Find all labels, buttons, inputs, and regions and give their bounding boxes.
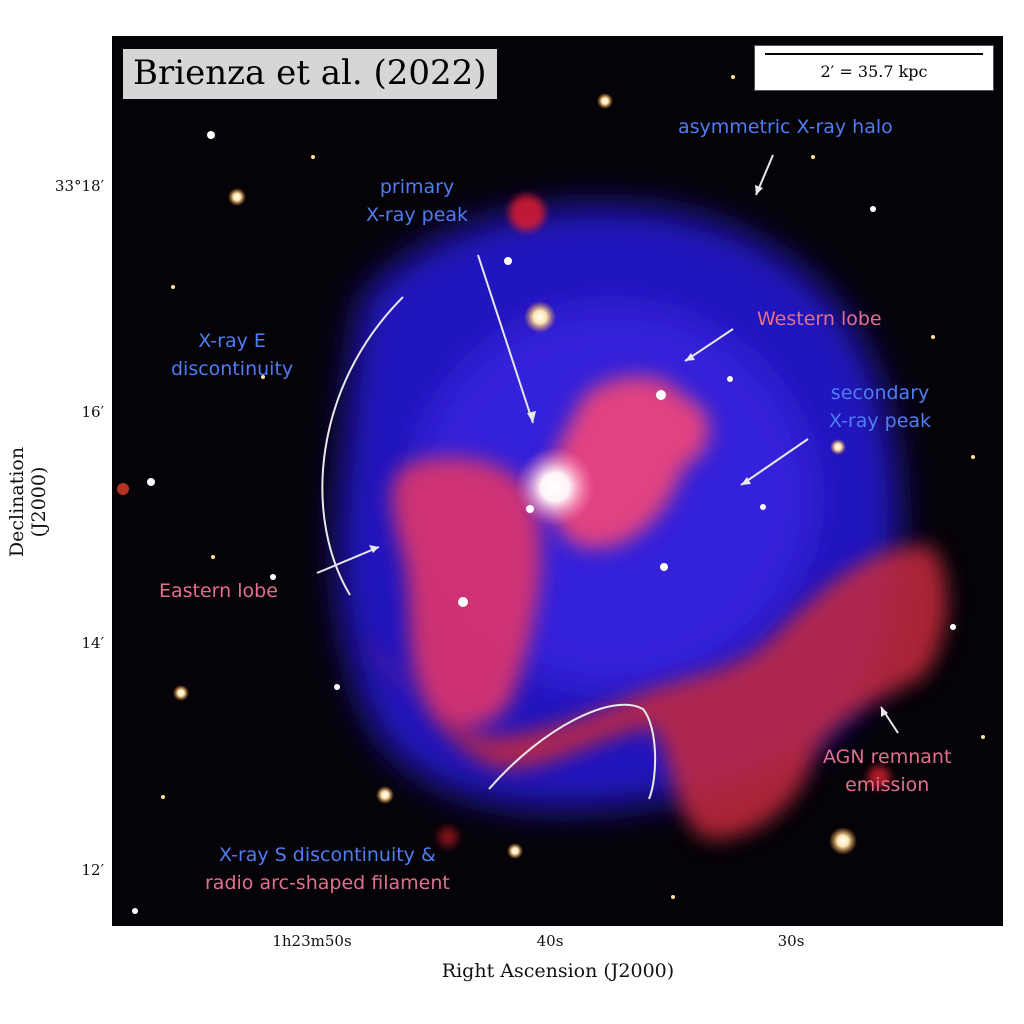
x-tick-label: 40s (536, 932, 564, 950)
western-lobe-label: Western lobe (757, 305, 882, 333)
x-tick-label: 30s (777, 932, 805, 950)
credit-label: Brienza et al. (2022) (123, 49, 497, 99)
x-tick-label: 1h23m50s (272, 932, 352, 950)
scale-bar-line (765, 53, 983, 55)
x-axis-label: Right Ascension (J2000) (441, 960, 675, 982)
eastern-lobe-text: Eastern lobe (159, 580, 278, 602)
agn-remnant-line1: AGN remnant (823, 746, 952, 768)
s-discontinuity-label: X-ray S discontinuity & radio arc-shaped… (205, 841, 450, 897)
central-galaxy (515, 447, 595, 527)
scale-bar-box: 2′ = 35.7 kpc (754, 45, 994, 91)
primary-peak-line2: X-ray peak (366, 204, 469, 226)
arrow-heads (369, 185, 888, 717)
secondary-peak-line2: X-ray peak (829, 410, 932, 432)
primary-peak-arrow (477, 254, 534, 424)
eastern-lobe-label: Eastern lobe (159, 577, 278, 605)
e-discontinuity-line2: discontinuity (171, 358, 294, 380)
agn-remnant-label: AGN remnant emission (823, 743, 951, 799)
secondary-peak-label: secondary X-ray peak (829, 379, 931, 435)
y-tick-label: 16′ (81, 403, 105, 421)
sky-image: Brienza et al. (2022) 2′ = 35.7 kpc asym… (112, 36, 1003, 926)
western-lobe-arrow (684, 328, 734, 362)
agn-remnant-line2: emission (845, 774, 930, 796)
annotation-lines (316, 154, 899, 800)
secondary-peak-arrow (740, 438, 809, 486)
e-discontinuity-label: X-ray E discontinuity (171, 327, 293, 383)
halo-label-text: asymmetric X-ray halo (678, 116, 893, 138)
east-discontinuity-arc (321, 296, 404, 596)
y-axis-label: Declination (J2000) (6, 446, 50, 558)
halo-label: asymmetric X-ray halo (678, 113, 893, 141)
western-lobe-text: Western lobe (757, 308, 882, 330)
scale-bar-label: 2′ = 35.7 kpc (820, 62, 928, 81)
s-discontinuity-line1: X-ray S discontinuity & (219, 844, 436, 866)
composite-image-svg (117, 75, 985, 914)
s-discontinuity-line2: radio arc-shaped filament (205, 872, 450, 894)
y-tick-label: 14′ (81, 634, 105, 652)
primary-peak-line1: primary (379, 176, 455, 198)
y-tick-label: 12′ (81, 861, 105, 879)
primary-peak-label: primary X-ray peak (366, 173, 468, 229)
stars (117, 75, 985, 914)
y-tick-label: 33°18′ (54, 177, 104, 195)
e-discontinuity-line1: X-ray E (198, 330, 266, 352)
eastern-lobe-arrow (316, 546, 380, 574)
secondary-peak-line1: secondary (830, 382, 930, 404)
south-discontinuity-arc (488, 703, 657, 800)
